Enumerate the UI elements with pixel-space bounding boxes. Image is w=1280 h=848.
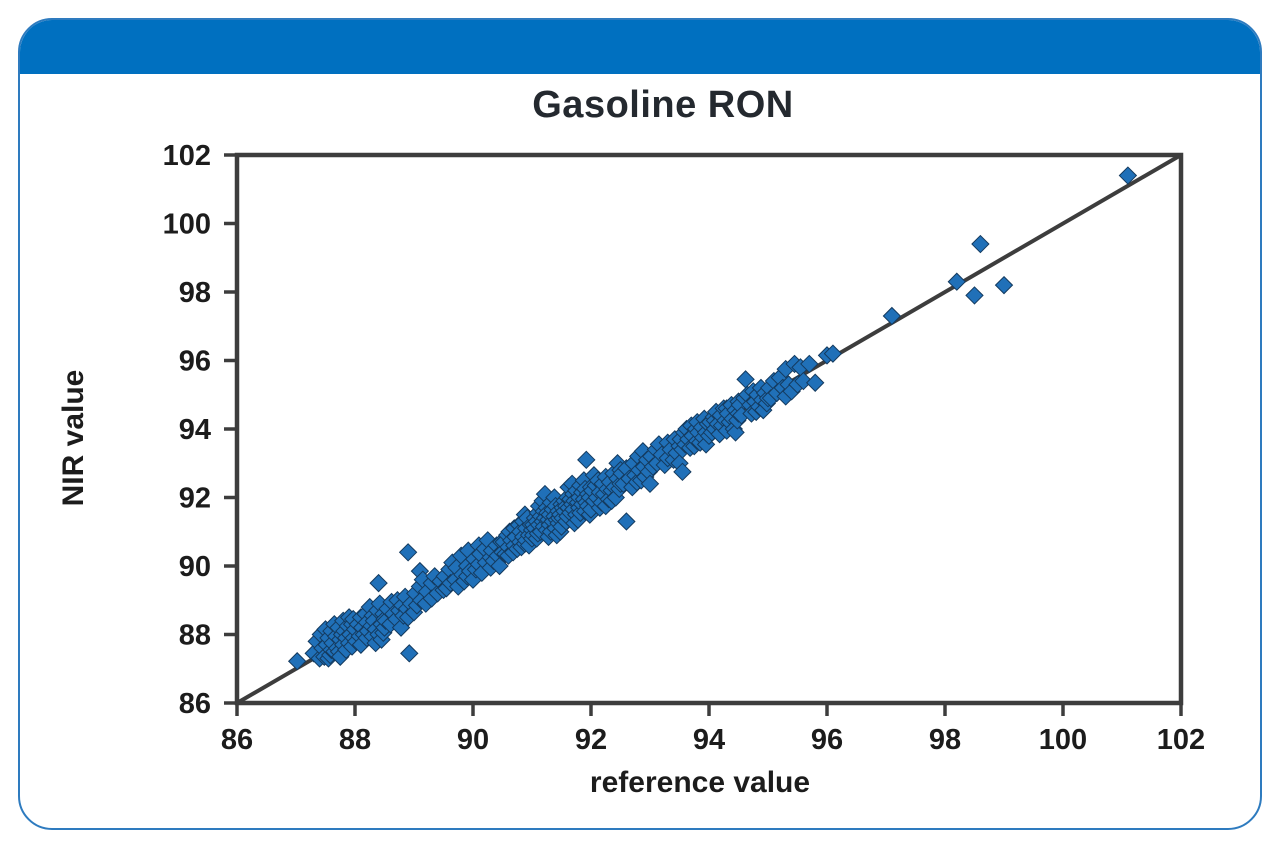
scatter-point	[971, 234, 990, 254]
scatter-point	[800, 354, 819, 374]
header-bar	[20, 20, 1260, 74]
scatter-point	[640, 474, 660, 494]
scatter-point	[369, 573, 388, 593]
y-tick-label: 86	[179, 688, 211, 720]
y-tick-label: 94	[179, 414, 211, 446]
x-axis-title: reference value	[589, 766, 811, 799]
x-tick-label: 96	[811, 724, 843, 756]
y-tick-label: 100	[163, 209, 211, 241]
scatter-point	[726, 423, 745, 442]
scatter-point	[794, 371, 813, 391]
y-tick-label: 102	[163, 140, 211, 172]
x-tick-label: 100	[1039, 724, 1087, 756]
y-tick-label: 98	[179, 277, 211, 309]
scatter-point	[673, 462, 692, 482]
scatter-point	[823, 344, 843, 363]
y-tick-label: 92	[179, 483, 211, 515]
x-tick-label: 98	[929, 724, 961, 756]
x-tick-label: 92	[575, 724, 607, 756]
scatter-point	[947, 272, 967, 291]
x-tick-label: 94	[693, 724, 725, 756]
x-tick-label: 88	[339, 724, 371, 756]
scatter-point	[287, 652, 307, 671]
y-tick-label: 96	[179, 346, 211, 378]
scatter-point	[994, 275, 1014, 295]
scatter-point	[490, 556, 509, 576]
scatter-point	[577, 450, 596, 470]
x-tick-label: 102	[1157, 724, 1205, 756]
scatter-point	[882, 306, 902, 326]
y-tick-label: 88	[179, 620, 211, 652]
scatter-point	[398, 543, 418, 562]
scatter-point	[617, 512, 636, 531]
y-tick-label: 90	[179, 551, 211, 583]
scatter-point	[1118, 166, 1138, 185]
scatter-point	[805, 373, 825, 392]
chart-title: Gasoline RON	[532, 84, 794, 126]
x-tick-label: 90	[457, 724, 489, 756]
scatter-point	[400, 644, 419, 663]
scatter-point	[965, 286, 984, 305]
x-tick-label: 86	[221, 724, 253, 756]
